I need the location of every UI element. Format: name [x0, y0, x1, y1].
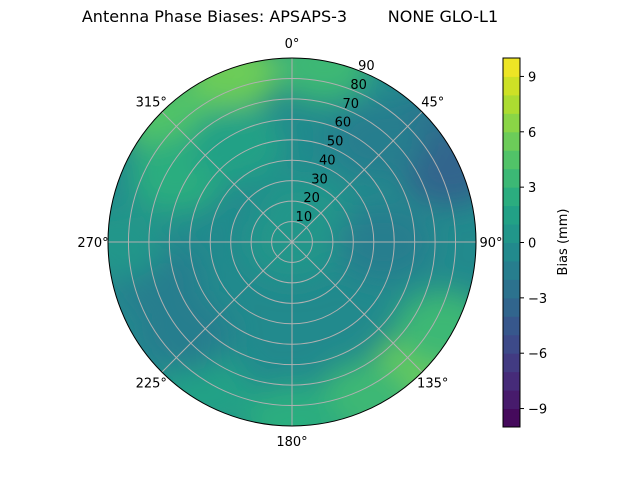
colorbar-level	[503, 168, 520, 188]
colorbar-level	[503, 390, 520, 410]
colorbar-level	[503, 205, 520, 225]
azimuth-tick-label: 0°	[285, 37, 300, 52]
radial-tick-label: 40	[319, 153, 336, 168]
radial-tick-label: 80	[350, 78, 367, 93]
radial-tick-label: 90	[358, 59, 375, 74]
azimuth-tick-label: 180°	[276, 435, 307, 450]
colorbar-level	[503, 187, 520, 207]
azimuth-tick-label: 45°	[421, 95, 444, 110]
azimuth-tick-label: 135°	[417, 377, 448, 392]
radial-tick-label: 10	[296, 210, 313, 225]
colorbar-level	[503, 279, 520, 299]
radial-tick-label: 60	[335, 116, 352, 131]
colorbar-level	[503, 113, 520, 133]
contour-region	[187, 106, 284, 183]
colorbar-tick-label: −9	[528, 403, 547, 418]
polar-frame	[107, 57, 477, 427]
contour-region	[254, 175, 351, 252]
colorbar-tick-label: −3	[528, 292, 547, 307]
azimuth-gridline	[291, 241, 423, 373]
colorbar-level	[503, 334, 520, 354]
colorbar-level	[503, 316, 520, 336]
colorbar-tick-label: 9	[528, 70, 536, 85]
azimuth-tick-label: 225°	[136, 377, 167, 392]
colorbar-level	[503, 224, 520, 243]
colorbar-tick-label: −6	[528, 347, 547, 362]
azimuth-tick-label: 270°	[77, 236, 108, 251]
colorbar-level	[503, 76, 520, 96]
colorbar-level	[503, 408, 520, 428]
chart-title: Antenna Phase Biases: APSAPS-3 NONE GLO-…	[81, 7, 499, 26]
colorbar-level	[503, 150, 520, 170]
colorbar-tick-label: 0	[528, 237, 536, 252]
azimuth-gridline	[291, 111, 423, 243]
contour-region	[182, 58, 279, 111]
radial-tick-label: 70	[342, 97, 359, 112]
colorbar-level	[503, 58, 520, 77]
colorbar-level	[503, 131, 520, 151]
colorbar-level	[503, 94, 520, 114]
radial-tick-label: 50	[327, 135, 344, 150]
colorbar: 9 6 3 0 −3 −6 −9 Bias (mm)	[502, 57, 571, 428]
radial-tick-label: 20	[303, 191, 320, 206]
polar-grid	[108, 58, 476, 426]
contour-region	[317, 361, 414, 426]
colorbar-level	[503, 297, 520, 317]
azimuth-gridline	[161, 111, 293, 243]
colorbar-tick-label: 6	[528, 126, 536, 141]
contour-field	[108, 58, 476, 426]
azimuth-tick-label: 90°	[479, 236, 502, 251]
radial-tick-label: 30	[311, 172, 328, 187]
colorbar-tick-label: 3	[528, 181, 536, 196]
colorbar-label: Bias (mm)	[556, 209, 571, 276]
contour-region	[394, 290, 476, 367]
contour-region	[275, 58, 372, 103]
colorbar-level	[503, 371, 520, 391]
colorbar-level	[503, 353, 520, 373]
azimuth-gridline	[161, 241, 293, 373]
contour-region	[329, 102, 426, 179]
azimuth-tick-label: 315°	[136, 95, 167, 110]
colorbar-level	[503, 260, 520, 280]
colorbar-level	[503, 242, 520, 262]
